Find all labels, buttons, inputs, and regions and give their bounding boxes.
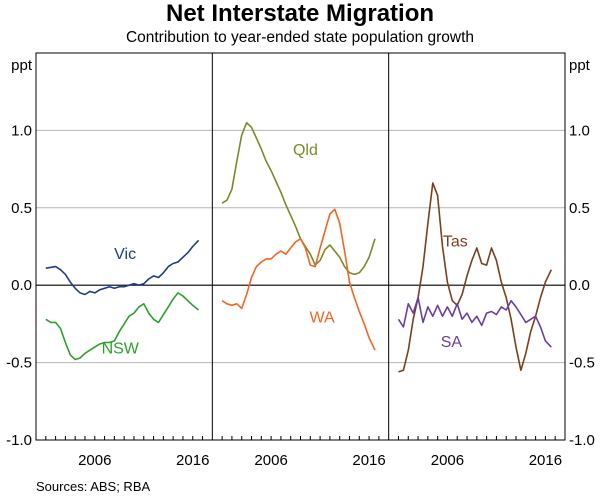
series-line-sa [397, 296, 552, 348]
y-unit-right: ppt [569, 57, 591, 74]
series-label-wa: WA [309, 309, 335, 326]
series-line-nsw [45, 292, 200, 361]
y-tick-label-left: 0.5 [11, 200, 32, 217]
y-unit-left: ppt [11, 57, 33, 74]
series-label-sa: SA [441, 334, 463, 351]
y-tick-label-right: 0.5 [569, 200, 590, 217]
y-tick-label-right: 0.0 [569, 277, 590, 294]
series-line-tas [398, 182, 553, 373]
y-tick-label-left: 0.0 [11, 277, 32, 294]
plot-frame [35, 52, 566, 441]
x-tick-label: 2006 [431, 452, 464, 469]
x-tick-label: 2006 [78, 452, 111, 469]
series-labels: Vic NSW Qld WA Tas SA [102, 142, 468, 357]
chart-subtitle: Contribution to year-ended state populat… [125, 29, 475, 46]
source-note: Sources: ABS; RBA [36, 479, 151, 494]
chart-title: Net Interstate Migration [165, 0, 435, 27]
axis-labels: 1.0 1.0 0.5 0.5 0.0 0.0 -0.5 -0.5 -1.0 -1.0 ppt ppt… [6, 57, 595, 469]
y-tick-label-left: -0.5 [6, 355, 32, 372]
series-layer [45, 121, 553, 373]
y-tick-label-left: -1.0 [6, 432, 32, 449]
series-line-qld [221, 121, 376, 276]
y-tick-label-left: 1.0 [11, 122, 32, 139]
plot-border [35, 52, 566, 441]
series-line-vic [45, 239, 200, 296]
y-tick-label-right: -0.5 [569, 355, 595, 372]
x-tick-label: 2016 [176, 452, 209, 469]
series-label-vic: Vic [114, 246, 136, 263]
series-line-wa [221, 208, 376, 351]
series-label-nsw: NSW [102, 340, 140, 357]
x-tick-label: 2016 [529, 452, 562, 469]
y-tick-label-right: 1.0 [569, 122, 590, 139]
y-tick-label-right: -1.0 [569, 432, 595, 449]
series-label-qld: Qld [293, 142, 318, 159]
x-tick-label: 2006 [254, 452, 287, 469]
x-tick-label: 2016 [352, 452, 385, 469]
series-label-tas: Tas [443, 234, 468, 251]
